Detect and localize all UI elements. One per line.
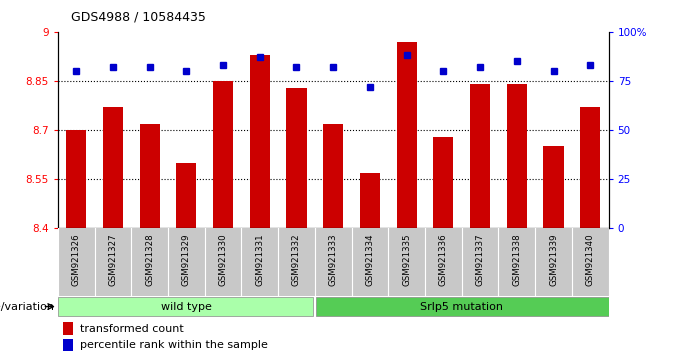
Bar (103, 107, 123, 228)
Text: GSM921327: GSM921327 (108, 234, 118, 286)
Bar (250, 55, 270, 228)
Bar (139, 124, 160, 228)
Text: GSM921329: GSM921329 (182, 234, 191, 286)
Bar (396, 42, 417, 228)
Bar (63, 339, 73, 351)
Text: GSM921333: GSM921333 (328, 234, 338, 286)
Text: GSM921338: GSM921338 (512, 234, 522, 286)
Text: genotype/variation: genotype/variation (0, 302, 54, 312)
Bar (286, 87, 307, 228)
Bar (316, 297, 609, 316)
Text: GSM921326: GSM921326 (71, 234, 81, 286)
Text: GSM921336: GSM921336 (439, 234, 448, 286)
Text: Srlp5 mutation: Srlp5 mutation (420, 302, 503, 312)
Text: GSM921330: GSM921330 (218, 234, 228, 286)
Text: GSM921340: GSM921340 (585, 234, 595, 286)
Text: GSM921331: GSM921331 (255, 234, 265, 286)
Text: GSM921332: GSM921332 (292, 234, 301, 286)
Bar (58, 297, 313, 316)
Bar (580, 107, 600, 228)
Bar (543, 147, 564, 228)
Bar (507, 84, 527, 228)
Text: GSM921328: GSM921328 (145, 234, 154, 286)
Bar (360, 173, 380, 228)
Bar (63, 322, 73, 335)
Bar (433, 137, 454, 228)
Text: GSM921334: GSM921334 (365, 234, 375, 286)
Text: GDS4988 / 10584435: GDS4988 / 10584435 (71, 10, 206, 23)
Text: GSM921339: GSM921339 (549, 234, 558, 286)
Text: GSM921335: GSM921335 (402, 234, 411, 286)
Bar (176, 163, 197, 228)
Bar (213, 81, 233, 228)
Bar (470, 84, 490, 228)
Text: transformed count: transformed count (80, 324, 184, 333)
Text: GSM921337: GSM921337 (475, 234, 485, 286)
Text: percentile rank within the sample: percentile rank within the sample (80, 340, 268, 350)
Text: wild type: wild type (161, 302, 211, 312)
Bar (323, 124, 343, 228)
Bar (66, 130, 86, 228)
